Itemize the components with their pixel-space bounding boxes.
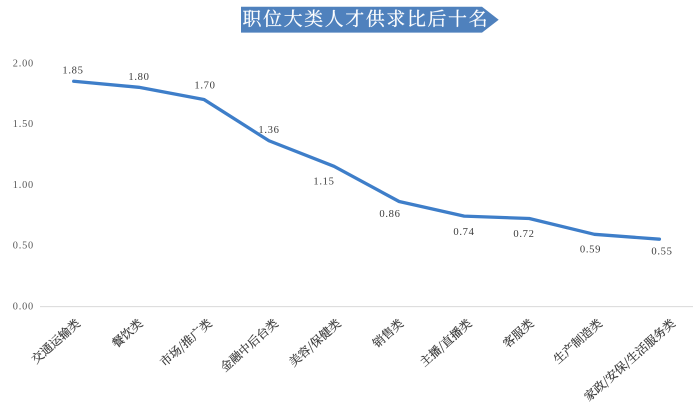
svg-text:1.36: 1.36 bbox=[258, 125, 279, 136]
svg-text:0.55: 0.55 bbox=[651, 247, 672, 258]
svg-text:0.72: 0.72 bbox=[513, 229, 534, 240]
svg-text:0.86: 0.86 bbox=[379, 209, 400, 220]
svg-text:0.00: 0.00 bbox=[13, 301, 34, 312]
svg-text:2.00: 2.00 bbox=[13, 58, 34, 69]
svg-text:1.00: 1.00 bbox=[13, 180, 34, 191]
svg-text:0.74: 0.74 bbox=[453, 227, 474, 238]
svg-text:1.70: 1.70 bbox=[194, 81, 215, 92]
svg-text:1.85: 1.85 bbox=[62, 66, 83, 77]
svg-text:0.50: 0.50 bbox=[13, 241, 34, 252]
svg-text:1.50: 1.50 bbox=[13, 119, 34, 130]
svg-text:1.80: 1.80 bbox=[128, 72, 149, 83]
svg-text:1.15: 1.15 bbox=[313, 177, 334, 188]
svg-text:0.59: 0.59 bbox=[580, 245, 601, 256]
